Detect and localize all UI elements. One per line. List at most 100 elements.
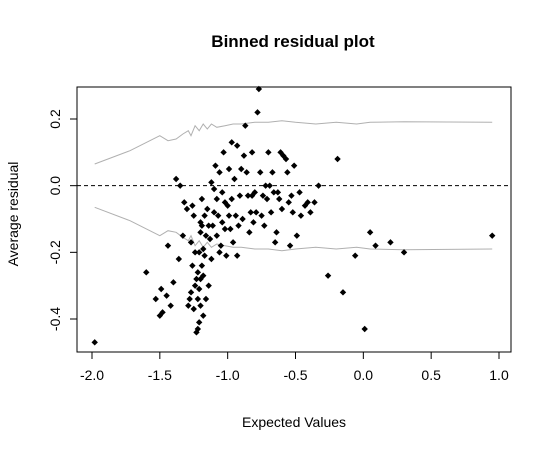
y-axis: -0.4 -0.2 0.0 0.2: [47, 109, 78, 331]
data-point: [233, 142, 241, 149]
data-point: [248, 149, 256, 156]
data-point: [233, 252, 241, 259]
data-point: [204, 205, 211, 213]
data-point: [194, 325, 202, 333]
data-point: [339, 289, 347, 296]
data-point: [361, 325, 368, 333]
data-point: [198, 222, 206, 229]
data-point: [217, 242, 225, 249]
data-point: [265, 149, 272, 156]
data-point: [191, 282, 199, 289]
data-point: [176, 182, 184, 189]
data-point: [216, 169, 223, 176]
data-point: [258, 212, 265, 219]
data-point: [187, 289, 195, 296]
data-point: [224, 202, 231, 209]
data-point: [267, 209, 275, 216]
data-point: [206, 235, 214, 243]
data-point: [187, 239, 195, 246]
data-point: [220, 149, 227, 156]
data-point: [288, 192, 295, 199]
data-point: [219, 189, 226, 196]
error-bounds: [94, 120, 493, 252]
data-point: [195, 249, 203, 256]
data-point: [284, 169, 291, 176]
data-point: [197, 302, 204, 309]
data-point: [223, 252, 230, 259]
data-point: [143, 269, 150, 276]
data-point: [167, 302, 174, 309]
x-axis: -2.0 -1.5 -1.0 -0.5 0.0 0.5 1.0: [80, 351, 509, 383]
data-point: [219, 219, 226, 226]
data-point: [285, 199, 292, 206]
data-point: [372, 242, 379, 249]
data-point: [351, 252, 359, 259]
data-point: [190, 212, 197, 219]
data-point: [489, 232, 496, 239]
data-point: [250, 219, 257, 226]
upper-bound-line: [94, 120, 493, 165]
x-tick-label: -1.0: [216, 367, 240, 383]
data-point: [195, 285, 203, 293]
data-point: [366, 229, 374, 236]
data-point: [270, 189, 277, 196]
data-point: [248, 192, 256, 199]
data-point: [197, 229, 204, 236]
data-point: [209, 222, 216, 229]
data-point: [282, 155, 290, 163]
data-point: [202, 232, 210, 239]
data-point: [164, 242, 172, 249]
data-point: [200, 272, 207, 279]
data-point: [235, 222, 242, 229]
data-point: [221, 225, 229, 233]
data-point: [172, 175, 180, 183]
data-point: [334, 155, 341, 163]
data-point: [324, 272, 332, 279]
data-point: [175, 255, 183, 263]
data-point: [307, 209, 314, 216]
data-point: [254, 109, 261, 116]
data-point: [202, 295, 210, 303]
data-point: [213, 232, 221, 239]
data-point: [229, 239, 237, 246]
data-point: [242, 122, 249, 129]
x-tick-label: -1.5: [148, 367, 172, 383]
data-point: [262, 182, 269, 189]
x-tick-label: 0.5: [421, 367, 441, 383]
data-point: [189, 262, 196, 269]
data-point: [400, 249, 408, 256]
data-point: [212, 162, 219, 169]
data-point: [200, 245, 207, 253]
data-point: [251, 189, 258, 196]
data-point: [216, 249, 223, 256]
data-point: [185, 302, 192, 309]
data-point: [194, 295, 202, 303]
data-point: [239, 215, 246, 223]
data-point: [179, 232, 187, 239]
data-point: [228, 139, 235, 146]
data-point: [208, 255, 215, 263]
data-point: [259, 192, 267, 199]
data-point: [269, 169, 276, 176]
data-point: [205, 222, 212, 229]
y-tick-label: 0.2: [47, 109, 63, 129]
data-point: [296, 189, 303, 196]
data-point: [210, 209, 218, 216]
data-point: [243, 169, 250, 176]
data-point: [232, 212, 240, 219]
data-point: [273, 229, 280, 236]
data-point: [240, 152, 248, 159]
y-tick-label: -0.4: [47, 307, 63, 331]
data-point: [189, 202, 196, 209]
data-point: [228, 195, 235, 203]
x-tick-label: -2.0: [80, 367, 104, 383]
y-tick-label: 0.0: [47, 176, 63, 196]
data-point: [247, 209, 254, 216]
data-point: [297, 212, 305, 219]
data-point: [293, 232, 301, 239]
residual-points: [91, 85, 496, 346]
x-tick-label: -0.5: [283, 367, 307, 383]
data-point: [210, 185, 218, 193]
data-point: [205, 282, 212, 289]
data-point: [214, 212, 222, 219]
